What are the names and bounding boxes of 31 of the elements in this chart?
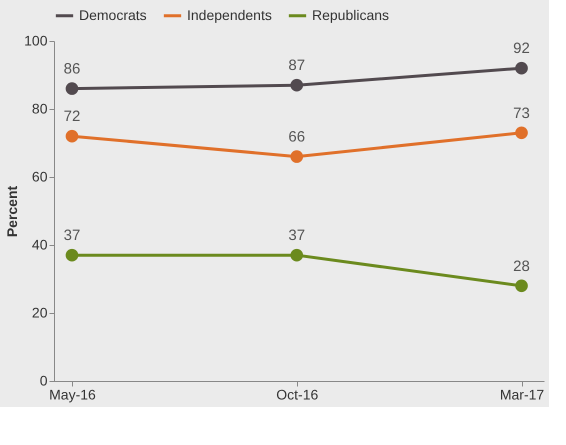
point — [66, 248, 78, 262]
point — [66, 130, 78, 143]
point — [515, 62, 528, 75]
y-tick-label: 20 — [32, 304, 48, 320]
y-tick-label: 0 — [40, 372, 48, 388]
point — [290, 150, 304, 163]
data-label: 66 — [288, 128, 306, 146]
y-axis-title: Percent — [4, 185, 20, 238]
legend-label: Republicans — [312, 6, 390, 23]
y-tick-label: 40 — [32, 236, 48, 252]
data-label: 72 — [64, 108, 80, 126]
data-label: 37 — [288, 227, 306, 244]
x-tick-label: Oct-16 — [276, 386, 318, 402]
data-label: 37 — [64, 227, 80, 244]
x-tick-label: May-16 — [49, 386, 96, 402]
point — [66, 82, 78, 95]
data-label: 28 — [513, 258, 530, 275]
x-tick-label: Mar-17 — [500, 386, 544, 402]
y-tick-label: 80 — [32, 100, 48, 116]
data-label: 87 — [288, 57, 306, 74]
legend-label: Democrats — [79, 6, 147, 23]
point — [290, 78, 304, 92]
data-label: 86 — [64, 60, 80, 78]
data-label: 73 — [513, 104, 530, 122]
legend-label: Independents — [187, 6, 272, 23]
point — [515, 126, 528, 140]
point — [515, 279, 528, 292]
y-tick-label: 100 — [24, 32, 48, 48]
data-label: 92 — [513, 40, 530, 58]
point — [290, 248, 304, 262]
y-tick-label: 60 — [32, 168, 48, 184]
